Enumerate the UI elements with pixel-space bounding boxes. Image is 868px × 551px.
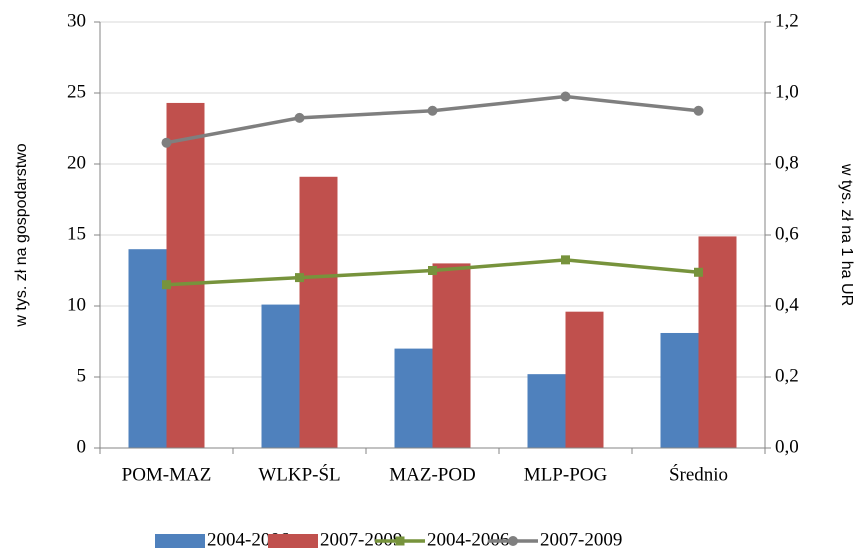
y-tick-label: 0 xyxy=(77,436,87,457)
x-tick-label: MLP-POG xyxy=(524,464,608,485)
y2-tick-label: 0,8 xyxy=(775,152,799,173)
legend-label: 2007-2009 xyxy=(540,529,622,550)
y-tick-label: 5 xyxy=(77,365,87,386)
bar xyxy=(698,236,737,448)
x-tick-label: WLKP-ŚL xyxy=(258,463,340,485)
y-axis-title: w tys. zł na gospodarstwo xyxy=(13,143,30,327)
y-tick-label: 10 xyxy=(67,294,86,315)
y2-axis-title: w tys. zł na 1 ha UR xyxy=(838,163,855,306)
bar xyxy=(261,304,300,448)
marker xyxy=(560,91,571,102)
x-tick-label: MAZ-POD xyxy=(389,464,476,485)
y-tick-label: 20 xyxy=(67,152,86,173)
bar xyxy=(565,311,604,448)
bar xyxy=(527,374,566,448)
y2-tick-label: 0,6 xyxy=(775,223,799,244)
y2-tick-label: 0,4 xyxy=(775,294,799,315)
legend-marker xyxy=(508,536,518,546)
x-tick-label: Średnio xyxy=(669,463,728,485)
marker xyxy=(427,105,438,116)
marker xyxy=(561,255,570,265)
bar xyxy=(660,332,699,448)
bar xyxy=(166,102,205,448)
y-tick-label: 15 xyxy=(67,223,86,244)
y2-tick-label: 0,0 xyxy=(775,436,799,457)
marker xyxy=(161,137,172,148)
marker xyxy=(694,267,703,277)
bar xyxy=(128,249,167,448)
line xyxy=(166,94,699,145)
bar xyxy=(299,176,338,448)
legend-marker xyxy=(395,536,405,546)
marker xyxy=(428,266,437,275)
marker xyxy=(295,273,304,283)
bar xyxy=(432,263,471,448)
legend-label: 2004-2006 xyxy=(427,529,509,550)
y2-tick-label: 1,2 xyxy=(775,10,799,31)
legend-swatch xyxy=(155,534,205,548)
y-tick-label: 30 xyxy=(67,10,86,31)
legend-label: 2007-2009 xyxy=(320,529,402,550)
y-tick-label: 25 xyxy=(67,81,86,102)
y2-tick-label: 1,0 xyxy=(775,81,799,102)
legend-swatch xyxy=(268,534,318,548)
x-tick-label: POM-MAZ xyxy=(122,464,212,485)
marker xyxy=(162,280,171,290)
y2-tick-label: 0,2 xyxy=(775,365,799,386)
marker xyxy=(693,105,704,116)
bar xyxy=(394,348,433,448)
marker xyxy=(294,112,305,123)
